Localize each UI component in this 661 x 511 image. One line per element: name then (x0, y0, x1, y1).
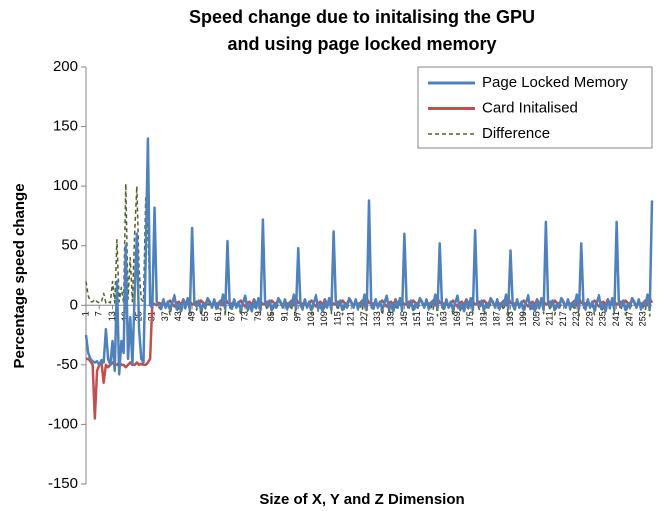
chart-title: Speed change due to initalising the GPU (189, 7, 535, 27)
x-tick-label: 205 (531, 311, 541, 326)
x-tick-label: 13 (107, 311, 117, 321)
y-tick-label: -50 (56, 356, 78, 373)
y-tick-label: 100 (53, 177, 78, 194)
x-tick-label: 253 (638, 311, 648, 326)
x-tick-label: 247 (624, 311, 634, 326)
x-tick-label: 151 (412, 311, 422, 326)
legend-label: Page Locked Memory (482, 74, 628, 91)
x-tick-label: 61 (213, 311, 223, 321)
y-tick-label: -150 (48, 475, 78, 492)
x-tick-label: 235 (598, 311, 608, 326)
y-tick-label: -100 (48, 415, 78, 432)
x-tick-label: 211 (545, 311, 555, 325)
x-tick-label: 115 (332, 311, 342, 325)
x-tick-label: 7 (94, 311, 104, 316)
x-tick-label: 127 (359, 311, 369, 326)
x-tick-label: 79 (253, 311, 263, 321)
y-tick-label: 200 (53, 58, 78, 75)
x-tick-label: 157 (425, 311, 435, 326)
x-tick-label: 37 (160, 311, 170, 321)
x-tick-label: 97 (293, 311, 303, 321)
x-tick-label: 199 (518, 311, 528, 326)
series-line (84, 137, 654, 376)
y-axis-label: Percentage speed change (11, 183, 28, 368)
x-tick-label: 241 (611, 311, 621, 326)
x-tick-label: 229 (584, 311, 594, 326)
x-tick-label: 163 (439, 311, 449, 326)
x-tick-label: 1 (80, 311, 90, 316)
x-tick-label: 55 (200, 311, 210, 321)
x-tick-label: 49 (187, 311, 197, 321)
x-tick-label: 109 (319, 311, 329, 326)
x-tick-label: 67 (226, 311, 236, 321)
y-tick-label: 50 (61, 237, 78, 254)
x-axis-label: Size of X, Y and Z Dimension (259, 491, 464, 508)
x-tick-label: 181 (478, 311, 488, 326)
y-tick-label: 0 (70, 296, 78, 313)
chart-title: and using page locked memory (227, 34, 496, 54)
x-tick-label: 145 (399, 311, 409, 326)
x-tick-label: 217 (558, 311, 568, 326)
legend-label: Card Initalised (482, 99, 578, 116)
x-tick-label: 139 (385, 311, 395, 326)
legend-label: Difference (482, 125, 550, 142)
x-tick-label: 85 (266, 311, 276, 321)
x-tick-label: 193 (505, 311, 515, 326)
x-tick-label: 133 (372, 311, 382, 326)
x-tick-label: 175 (465, 311, 475, 326)
x-tick-label: 121 (346, 311, 356, 326)
x-tick-label: 43 (173, 311, 183, 321)
y-tick-label: 150 (53, 118, 78, 135)
x-tick-label: 223 (571, 311, 581, 326)
x-tick-label: 169 (452, 311, 462, 326)
x-tick-label: 103 (306, 311, 316, 326)
x-tick-label: 91 (279, 311, 289, 321)
x-tick-label: 187 (492, 311, 502, 326)
x-tick-label: 73 (240, 311, 250, 321)
